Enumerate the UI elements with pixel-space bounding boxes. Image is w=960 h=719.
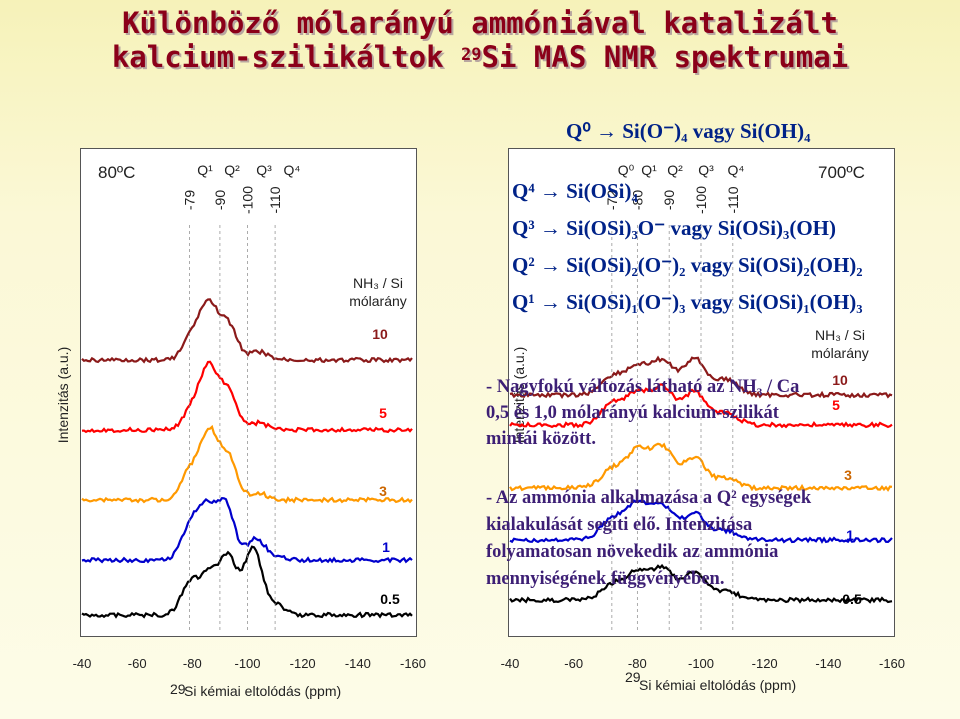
x-axis-label: Si kémiai eltolódás (ppm) (184, 683, 341, 699)
x-tick-label: -100 (688, 656, 714, 671)
title-line-2-post: Si MAS NMR spektrumai (481, 40, 849, 74)
x-tick-label: -160 (400, 656, 426, 671)
x-tick-label: -40 (73, 656, 92, 671)
title-line-1: Különböző mólarányú ammóniával katalizál… (122, 6, 838, 40)
x-tick-label: -80 (628, 656, 647, 671)
x-tick-label: -160 (879, 656, 905, 671)
legend-q0: Q⁰ → Si(O⁻)₄ vagy Si(OH)₄ (566, 119, 811, 143)
title-line-2: kalcium-szilikáltok 29Si MAS NMR spektru… (0, 40, 960, 74)
title-sup: 29 (461, 45, 482, 65)
x-tick-label: -120 (290, 656, 316, 671)
x-tick-label: -80 (183, 656, 202, 671)
page-title: Különböző mólarányú ammóniával katalizál… (0, 6, 960, 74)
x-tick-label: -120 (752, 656, 778, 671)
chart-right-panel (508, 148, 895, 637)
y-axis-label: Intenzitás (a.u.) (55, 347, 71, 444)
x-tick-label: -140 (815, 656, 841, 671)
x-axis-label-right-sup: 29 (625, 669, 641, 685)
title-line-2-pre: kalcium-szilikáltok (111, 40, 462, 74)
x-axis-label-right: Si kémiai eltolódás (ppm) (639, 677, 796, 693)
x-tick-label: -100 (234, 656, 260, 671)
x-tick-label: -60 (564, 656, 583, 671)
x-tick-label: -40 (501, 656, 520, 671)
chart-left-panel (80, 148, 417, 637)
x-tick-label: -140 (345, 656, 371, 671)
x-axis-label-sup: 29 (170, 681, 186, 697)
x-tick-label: -60 (128, 656, 147, 671)
